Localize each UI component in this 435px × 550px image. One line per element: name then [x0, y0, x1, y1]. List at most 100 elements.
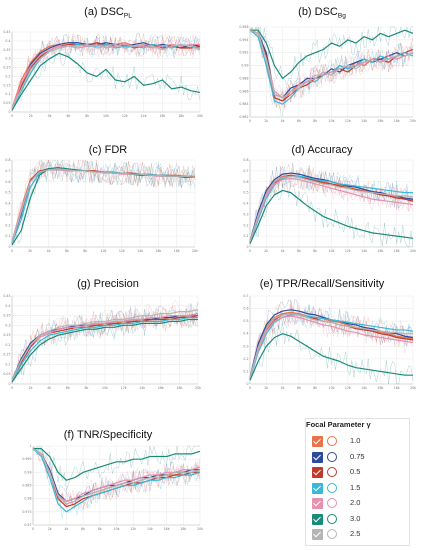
x-tick-label: 2k [264, 249, 268, 253]
y-tick-label: 0 [8, 110, 10, 114]
chart-title: (c) FDR [89, 144, 128, 156]
series-line [249, 174, 414, 242]
x-tick-label: 16k [377, 249, 383, 253]
x-tick-label: 14k [141, 114, 147, 118]
chart-title-main: (c) FDR [89, 144, 128, 156]
y-tick-label: 0 [8, 382, 10, 386]
series-line [33, 448, 201, 481]
series-line [32, 448, 201, 502]
y-tick-label: 0.2 [243, 223, 248, 227]
series-raw-trace [249, 304, 414, 381]
chart-title: (d) Accuracy [291, 144, 353, 156]
y-tick-label: 0.3 [5, 57, 10, 61]
series-raw-trace [11, 32, 201, 110]
x-tick-label: 4k [64, 527, 68, 531]
x-tick-label: 10k [329, 119, 335, 123]
series-line [32, 448, 201, 505]
y-tick-label: 0.45 [3, 294, 10, 298]
legend-title: Focal Parameter γ [306, 420, 371, 429]
y-tick-label: 0.1 [5, 234, 10, 238]
x-tick-label: 8k [85, 114, 89, 118]
x-tick-label: 16k [377, 386, 383, 390]
legend-item[interactable]: 1.0 [312, 436, 407, 450]
x-tick-label: 12k [119, 249, 125, 253]
x-tick-label: 0 [11, 114, 13, 118]
chart-panel: (b) DSCBg 0 2k 4k 6k 8k 10k 12k 14k 16k 18k 20k 0.99… [239, 6, 416, 123]
y-tick-label: 0.2 [243, 357, 248, 361]
x-tick-label: 18k [394, 386, 400, 390]
legend-checkbox-icon[interactable] [312, 513, 323, 525]
series-raw-trace [11, 160, 196, 242]
chart-title-main: (b) DSC [298, 6, 338, 18]
x-tick-label: 8k [98, 527, 102, 531]
x-tick-label: 6k [297, 386, 301, 390]
series-raw-trace [11, 308, 199, 380]
y-tick-label: 0.985 [22, 484, 31, 488]
x-tick-label: 10k [103, 114, 109, 118]
legend-checkbox-icon[interactable] [312, 482, 323, 494]
chart-title: (a) DSCPL [84, 6, 132, 20]
legend-checkbox-icon[interactable] [312, 467, 323, 478]
legend-item[interactable]: 3.0 [312, 513, 407, 528]
y-tick-label: 1 [29, 444, 31, 448]
series-line [249, 177, 414, 242]
series-raw-trace [249, 167, 414, 240]
y-tick-label: 0.4 [5, 202, 10, 206]
x-tick-label: 6k [81, 527, 85, 531]
x-tick-label: 14k [361, 386, 367, 390]
y-tick-label: 0.2 [5, 343, 10, 347]
y-tick-label: 0.15 [3, 353, 10, 357]
series-raw-trace [249, 163, 414, 244]
legend-label: 0.75 [350, 451, 365, 461]
legend-item[interactable]: 1.5 [312, 482, 407, 497]
x-tick-label: 20k [410, 386, 416, 390]
legend-checkbox-icon[interactable] [312, 498, 323, 509]
series-raw-trace [32, 446, 201, 508]
x-tick-label: 12k [345, 119, 351, 123]
series-line [32, 448, 201, 513]
legend-checkbox-icon[interactable] [312, 436, 323, 447]
series-raw-trace [11, 33, 201, 112]
series-line [249, 333, 413, 381]
y-tick-label: 0.05 [3, 372, 10, 376]
x-tick-label: 20k [197, 527, 203, 531]
y-tick-label: 0.1 [243, 234, 248, 238]
legend-item[interactable]: 0.5 [312, 467, 407, 481]
y-tick-label: 0.4 [5, 304, 10, 308]
legend-checkbox-icon[interactable] [312, 451, 323, 463]
y-tick-label: 0.25 [3, 66, 10, 70]
y-tick-label: 0.7 [243, 169, 248, 173]
x-tick-label: 4k [281, 119, 285, 123]
x-tick-label: 0 [11, 386, 13, 390]
legend-item[interactable]: 0.75 [312, 451, 407, 466]
legend-circle-icon [327, 436, 337, 446]
series-raw-trace [11, 159, 196, 242]
y-tick-label: 0.35 [3, 48, 10, 52]
x-tick-label: 8k [313, 119, 317, 123]
y-tick-label: 0.99 [241, 64, 248, 68]
y-tick-label: 0.988 [239, 76, 248, 80]
y-tick-label: 0.35 [3, 314, 10, 318]
chart-title: (g) Precision [77, 278, 139, 290]
chart-title-main: (a) DSC [84, 6, 124, 18]
chart-panel: (d) Accuracy 0 2k 4k 6k 8k 10k 12k 14k 16k 18k 20k 0… [243, 144, 416, 253]
x-tick-label: 2k [48, 527, 52, 531]
x-tick-label: 4k [47, 386, 51, 390]
legend-item[interactable]: 2.5 [312, 529, 407, 543]
legend-checkbox-icon[interactable] [312, 529, 323, 540]
series-line [11, 52, 201, 111]
series-raw-trace [11, 159, 196, 244]
legend-item[interactable]: 2.0 [312, 498, 407, 512]
chart-title-subscript: Bg [338, 13, 346, 20]
x-tick-label: 8k [313, 386, 317, 390]
y-tick-label: 0.98 [24, 497, 31, 501]
y-tick-label: 0.2 [5, 74, 10, 78]
legend-label: 1.5 [350, 482, 361, 492]
y-tick-label: 0.3 [5, 323, 10, 327]
legend-circle-icon [327, 467, 337, 477]
x-tick-label: 2k [29, 386, 33, 390]
x-tick-label: 18k [174, 249, 180, 253]
chart-title-main: (f) TNR/Specificity [64, 429, 153, 441]
legend-circle-icon [327, 513, 337, 524]
y-tick-label: 0.986 [239, 89, 248, 93]
